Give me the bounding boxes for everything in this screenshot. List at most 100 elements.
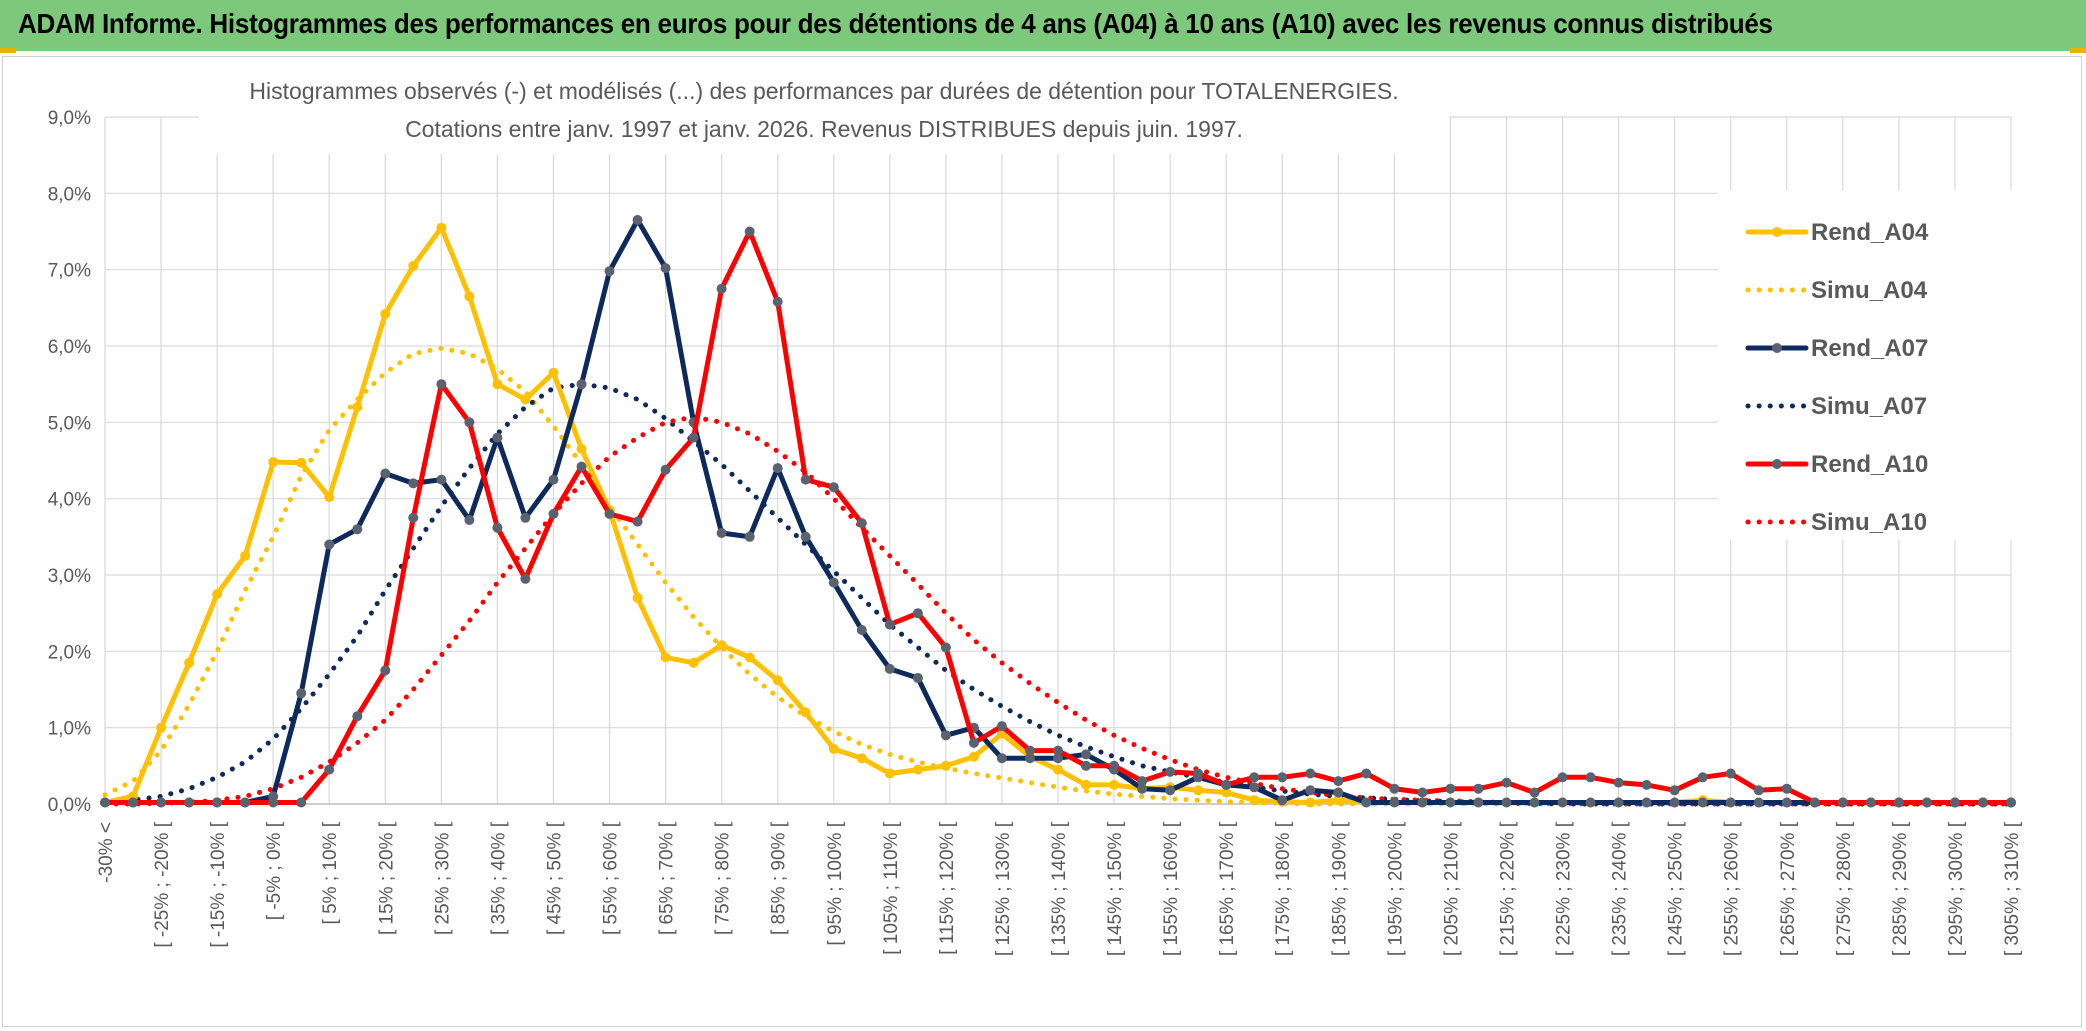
chart-title-line1: Histogrammes observés (-) et modélisés (… <box>249 78 1398 104</box>
data-point-rend-a10 <box>1137 776 1148 787</box>
data-point-rend-a10 <box>1305 768 1316 779</box>
histogram-chart: 0,0% 1,0% 2,0% 3,0% 4,0% 5,0% 6,0% 7,0% 8,0% 9,0%… <box>48 58 2023 956</box>
legend-marker <box>1772 343 1782 353</box>
data-point-rend-a07 <box>1473 797 1484 808</box>
x-tick-label: [ 265% ; 270% [ <box>1778 821 1799 956</box>
x-tick-label: [ 85% ; 90% [ <box>769 821 790 935</box>
series-lines <box>100 215 2016 808</box>
data-point-rend-a07 <box>296 688 307 699</box>
x-tick-label: [ 235% ; 240% [ <box>1610 821 1631 956</box>
data-point-rend-a07 <box>744 531 755 542</box>
y-tick-label: 5,0% <box>48 413 91 434</box>
x-tick-label: [ 195% ; 200% [ <box>1385 821 1406 956</box>
data-point-rend-a04 <box>268 457 279 467</box>
y-tick-label: 8,0% <box>48 184 91 205</box>
data-point-rend-a07 <box>1445 797 1456 808</box>
data-point-rend-a10 <box>1697 772 1708 783</box>
x-tick-label: [ 125% ; 130% [ <box>993 821 1014 956</box>
data-point-rend-a04 <box>632 592 643 603</box>
data-point-rend-a10 <box>1221 779 1232 790</box>
data-point-rend-a04 <box>716 640 727 651</box>
x-tick-label: [ 225% ; 230% [ <box>1554 821 1575 956</box>
data-point-rend-a10 <box>604 508 615 519</box>
data-point-rend-a10 <box>632 516 643 527</box>
x-tick-label: [ 75% ; 80% [ <box>713 821 734 935</box>
chart-area: 0,0% 1,0% 2,0% 3,0% 4,0% 5,0% 6,0% 7,0% 8,0% 9,0%… <box>2 56 2082 1027</box>
data-point-rend-a10 <box>912 608 923 619</box>
data-point-rend-a10 <box>996 721 1007 732</box>
data-point-rend-a04 <box>856 753 867 764</box>
data-point-rend-a07 <box>828 577 839 588</box>
data-point-rend-a10 <box>520 573 531 584</box>
x-tick-label: [ 215% ; 220% [ <box>1497 821 1518 956</box>
data-point-rend-a10 <box>1025 745 1035 756</box>
data-point-rend-a04 <box>772 675 783 686</box>
data-point-rend-a04 <box>660 652 671 663</box>
data-point-rend-a04 <box>464 291 475 302</box>
data-point-rend-a07 <box>940 730 951 741</box>
data-point-rend-a10 <box>1389 783 1400 794</box>
data-point-rend-a07 <box>800 531 811 542</box>
legend-background <box>1718 190 2016 540</box>
data-point-rend-a07 <box>1753 797 1764 808</box>
data-point-rend-a04 <box>1081 779 1091 790</box>
title-bar: ADAM Informe. Histogrammes des performan… <box>0 0 2086 54</box>
data-point-rend-a04 <box>240 550 251 561</box>
data-point-rend-a10 <box>1053 745 1063 756</box>
data-point-rend-a07 <box>1081 749 1091 760</box>
data-point-rend-a10 <box>1837 797 1848 808</box>
data-point-rend-a10 <box>100 797 110 808</box>
legend-label-rend-a04: Rend_A04 <box>1811 219 1929 246</box>
data-point-rend-a10 <box>352 711 363 722</box>
data-point-rend-a07 <box>1501 797 1512 808</box>
legend-label-simu-a04: Simu_A04 <box>1811 277 1928 304</box>
legend-label-simu-a07: Simu_A07 <box>1811 393 1927 420</box>
legend-label-simu-a10: Simu_A10 <box>1811 509 1927 536</box>
x-tick-label: [ 155% ; 160% [ <box>1161 821 1182 956</box>
data-point-rend-a04 <box>968 751 979 762</box>
data-point-rend-a04 <box>380 308 391 319</box>
title-accent-left <box>0 48 16 53</box>
x-axis-ticks: -30% < [ -25% ; -20% [[ -15% ; -10% [[ -5… <box>96 821 2023 956</box>
y-tick-label: 0,0% <box>48 795 91 816</box>
data-point-rend-a07 <box>884 663 895 674</box>
data-point-rend-a10 <box>1361 768 1372 779</box>
data-point-rend-a07 <box>1025 753 1035 764</box>
data-point-rend-a10 <box>492 522 503 533</box>
data-point-rend-a10 <box>772 296 783 307</box>
x-tick-label: [ 15% ; 20% [ <box>376 821 397 935</box>
x-tick-label: [ 35% ; 40% [ <box>488 821 509 935</box>
data-point-rend-a04 <box>1305 797 1316 808</box>
data-point-rend-a04 <box>1249 795 1260 806</box>
x-tick-label: [ -15% ; -10% [ <box>208 821 229 947</box>
data-point-rend-a07 <box>520 512 531 523</box>
data-point-rend-a10 <box>1585 772 1596 783</box>
data-point-rend-a04 <box>1221 787 1232 798</box>
data-point-rend-a10 <box>1529 787 1540 798</box>
x-tick-label: [ 185% ; 190% [ <box>1329 821 1350 956</box>
data-point-rend-a07 <box>1417 797 1428 808</box>
data-point-rend-a07 <box>856 625 867 635</box>
data-point-rend-a04 <box>520 394 531 405</box>
y-tick-label: 1,0% <box>48 719 91 740</box>
data-point-rend-a04 <box>1109 779 1120 790</box>
legend-marker <box>1772 459 1782 469</box>
data-point-rend-a10 <box>212 797 223 808</box>
data-point-rend-a04 <box>296 457 307 468</box>
data-point-rend-a07 <box>912 673 923 683</box>
data-point-rend-a10 <box>184 797 195 808</box>
data-point-rend-a04 <box>492 379 503 390</box>
x-tick-label: [ 135% ; 140% [ <box>1049 821 1070 956</box>
x-tick-label: [ 95% ; 100% [ <box>825 821 846 945</box>
data-point-rend-a04 <box>352 402 363 413</box>
data-point-rend-a07 <box>1305 785 1316 796</box>
data-point-rend-a07 <box>1781 797 1792 808</box>
data-point-rend-a10 <box>1277 772 1288 783</box>
data-point-rend-a07 <box>1725 797 1736 808</box>
data-point-rend-a07 <box>1529 797 1540 808</box>
data-point-rend-a10 <box>240 797 251 808</box>
data-point-rend-a10 <box>1249 772 1260 783</box>
x-tick-label: [ 205% ; 210% [ <box>1441 821 1462 956</box>
data-point-rend-a10 <box>1865 797 1876 808</box>
data-point-rend-a10 <box>1333 776 1344 787</box>
